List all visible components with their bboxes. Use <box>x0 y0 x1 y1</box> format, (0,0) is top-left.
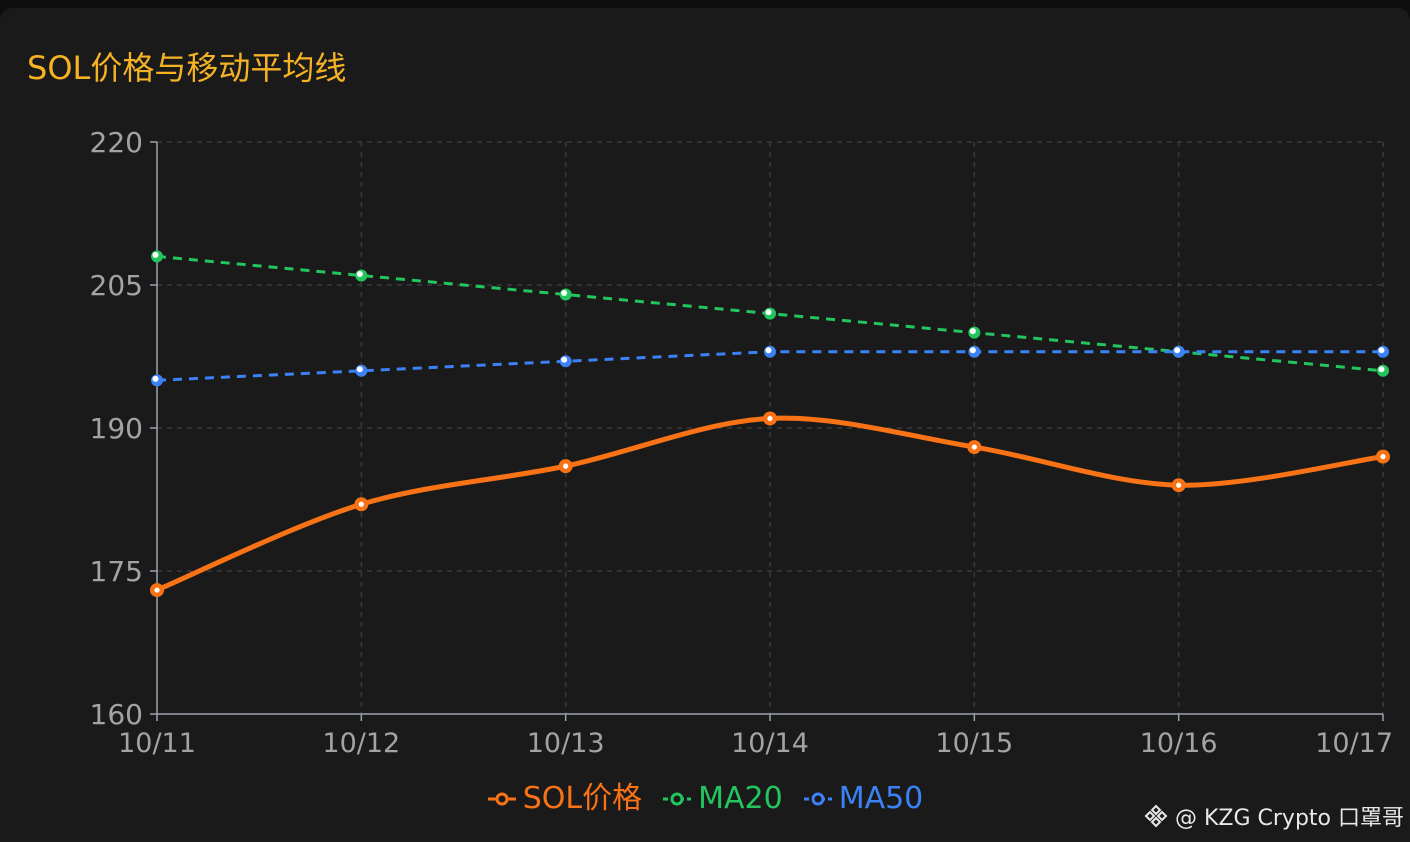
ma20-point-highlight <box>356 270 363 277</box>
watermark: @ KZG Crypto 口罩哥 <box>1143 800 1404 832</box>
ma50-point-highlight <box>1174 347 1181 354</box>
ma20-point-highlight <box>969 328 976 335</box>
ma50-point-highlight <box>356 366 363 373</box>
legend-item[interactable]: SOL价格 <box>487 780 642 818</box>
y-tick-label: 205 <box>90 269 143 302</box>
legend-item[interactable]: MA50 <box>803 780 924 818</box>
sol-price-point-center <box>767 415 773 422</box>
ma50-point-highlight <box>1378 347 1385 354</box>
watermark-text: @ KZG Crypto 口罩哥 <box>1174 806 1404 831</box>
legend-item[interactable]: MA20 <box>662 780 783 818</box>
x-tick-label: 10/13 <box>527 728 605 759</box>
ma50-point-highlight <box>765 347 772 354</box>
x-tick-label: 10/17 <box>1315 728 1393 759</box>
ma50-point-highlight <box>561 356 568 363</box>
sol-price-point-center <box>971 444 977 450</box>
sol-price-point-center <box>563 463 569 469</box>
sol-price-point-center <box>1176 482 1182 488</box>
x-tick-label: 10/16 <box>1140 728 1218 759</box>
legend-label: MA20 <box>698 781 783 816</box>
legend-swatch-icon <box>803 792 832 806</box>
x-tick-label: 10/15 <box>935 728 1013 759</box>
ma50-point-highlight <box>152 375 159 382</box>
y-tick-label: 160 <box>90 698 143 731</box>
legend-label: SOL价格 <box>522 781 643 816</box>
y-tick-label: 175 <box>90 555 143 588</box>
legend-swatch-icon <box>663 792 692 806</box>
sol-price-point-center <box>1380 454 1386 460</box>
x-tick-label: 10/14 <box>731 728 809 759</box>
x-tick-label: 10/12 <box>322 728 400 759</box>
chart-legend: SOL价格 MA20 MA50 <box>0 780 1410 818</box>
ma20-point-highlight <box>765 309 772 316</box>
binance-logo-icon <box>1144 804 1168 828</box>
y-tick-label: 190 <box>90 412 143 445</box>
legend-swatch-icon <box>487 792 516 806</box>
sol-price-point-center <box>154 587 160 593</box>
sol-price-point-center <box>358 501 364 507</box>
ma20-point-highlight <box>1378 366 1385 373</box>
y-tick-label: 220 <box>90 126 143 159</box>
chart-panel <box>0 8 1410 842</box>
legend-label: MA50 <box>838 781 924 816</box>
ma20-point-highlight <box>152 251 159 258</box>
chart-title: SOL价格与移动平均线 <box>27 49 347 87</box>
ma50-point-highlight <box>969 347 976 354</box>
x-tick-label: 10/11 <box>118 728 196 759</box>
ma20-point-highlight <box>561 290 568 297</box>
